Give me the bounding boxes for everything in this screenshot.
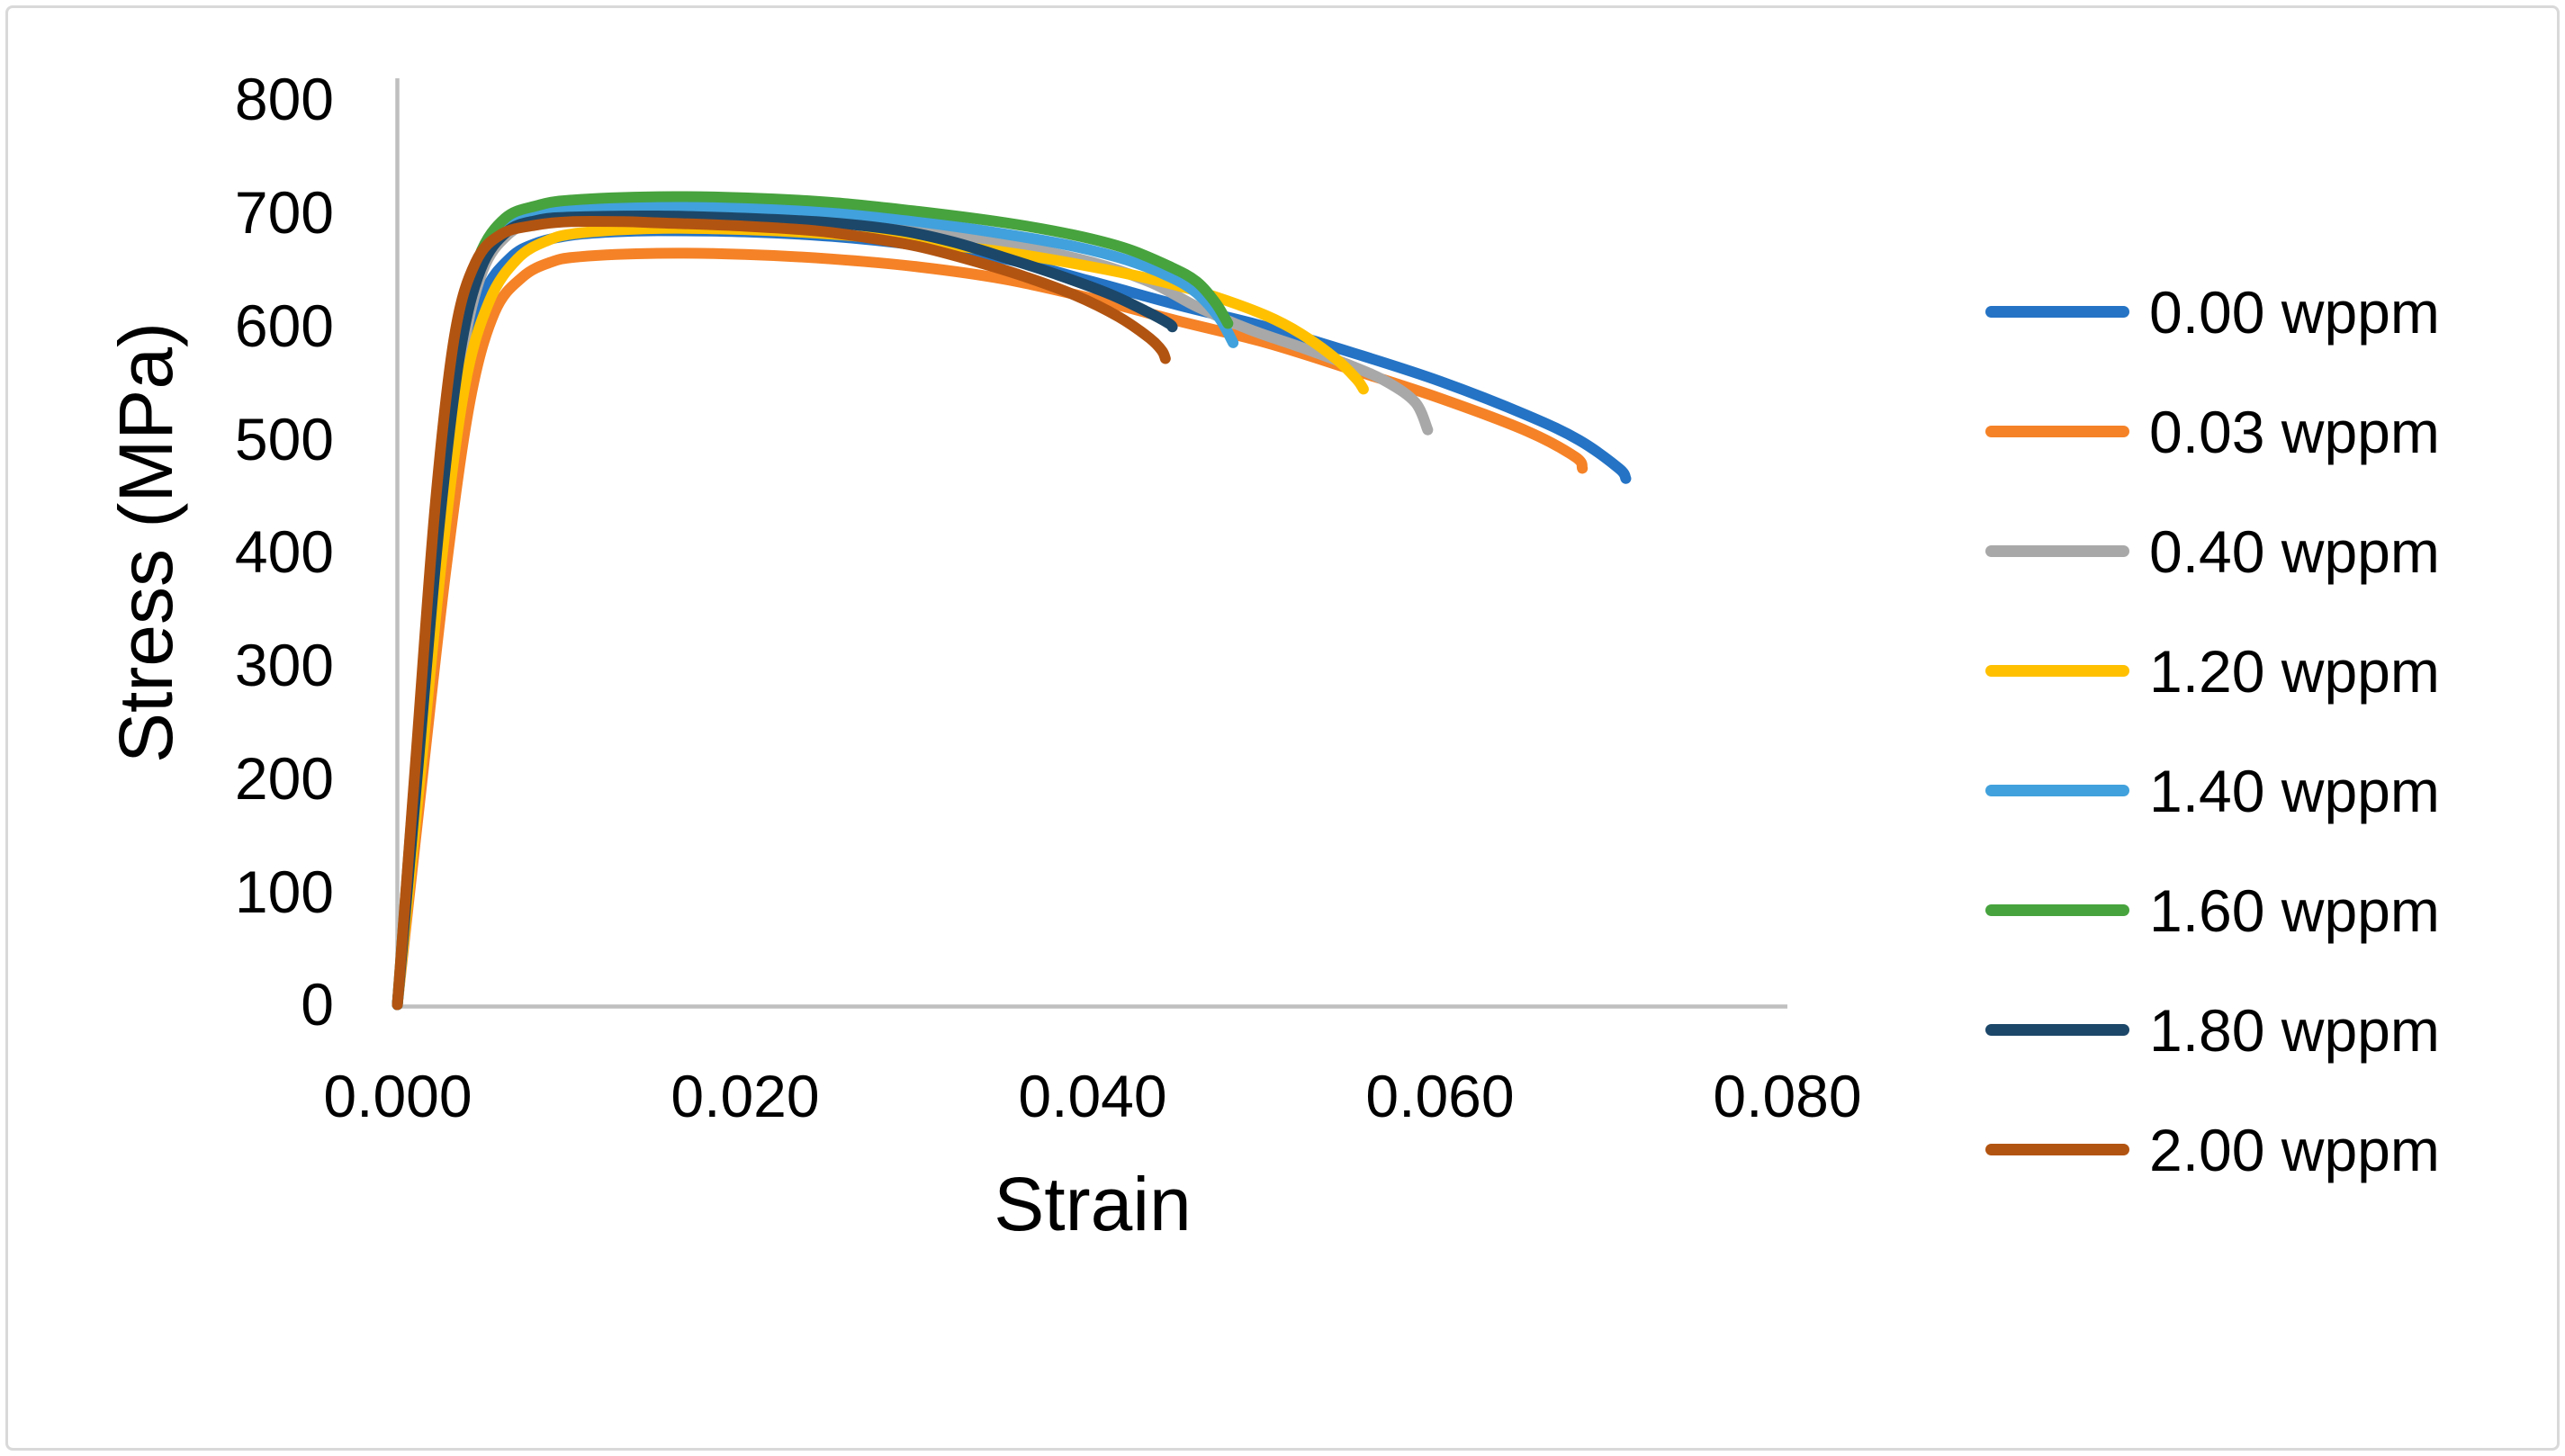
y-tick-600: 600 <box>234 292 334 359</box>
x-axis-title: Strain <box>994 1162 1192 1246</box>
legend-label: 1.80 wppm <box>2149 996 2440 1064</box>
legend-label: 1.20 wppm <box>2149 637 2440 705</box>
legend-item: 1.20 wppm <box>1985 611 2440 731</box>
legend-line-swatch <box>1985 904 2129 916</box>
x-tick-0.060: 0.060 <box>1365 1063 1515 1129</box>
axes <box>395 78 1787 1009</box>
curve-0.00-wppm <box>392 225 1632 1011</box>
legend-item: 1.80 wppm <box>1985 970 2440 1090</box>
legend-line-swatch <box>1985 1144 2129 1155</box>
y-tick-400: 400 <box>234 518 334 585</box>
x-tick-0.000: 0.000 <box>323 1063 472 1129</box>
y-tick-300: 300 <box>234 632 334 698</box>
x-tick-0.040: 0.040 <box>1018 1063 1167 1129</box>
legend-item: 0.00 wppm <box>1985 252 2440 372</box>
y-tick-200: 200 <box>234 745 334 812</box>
legend-label: 0.03 wppm <box>2149 398 2440 465</box>
legend-item: 0.03 wppm <box>1985 372 2440 491</box>
x-tick-0.020: 0.020 <box>670 1063 820 1129</box>
legend-line-swatch <box>1985 1024 2129 1036</box>
legend-item: 0.40 wppm <box>1985 491 2440 611</box>
legend-line-swatch <box>1985 665 2129 677</box>
legend-line-swatch <box>1985 426 2129 437</box>
legend-label: 0.40 wppm <box>2149 517 2440 585</box>
legend: 0.00 wppm 0.03 wppm 0.40 wppm 1.20 wppm … <box>1985 252 2440 1209</box>
legend-item: 2.00 wppm <box>1985 1090 2440 1209</box>
legend-item: 1.40 wppm <box>1985 731 2440 850</box>
curve-2.00-wppm <box>392 215 1171 1011</box>
y-axis-title: Stress (MPa) <box>104 321 188 764</box>
legend-label: 1.40 wppm <box>2149 757 2440 824</box>
y-tick-800: 800 <box>234 66 334 132</box>
legend-label: 2.00 wppm <box>2149 1116 2440 1183</box>
y-tick-700: 700 <box>234 179 334 246</box>
legend-line-swatch <box>1985 306 2129 318</box>
curve-1.40-wppm <box>392 201 1239 1011</box>
curve-1.20-wppm <box>392 222 1369 1011</box>
legend-item: 1.60 wppm <box>1985 850 2440 970</box>
x-tick-0.080: 0.080 <box>1713 1063 1862 1129</box>
stress-strain-curves <box>392 191 1632 1011</box>
curve-1.80-wppm <box>392 210 1178 1011</box>
curve-1.60-wppm <box>392 191 1234 1011</box>
y-tick-0: 0 <box>301 971 334 1038</box>
legend-line-swatch <box>1985 785 2129 796</box>
legend-line-swatch <box>1985 545 2129 557</box>
legend-label: 1.60 wppm <box>2149 876 2440 944</box>
y-tick-100: 100 <box>234 858 334 925</box>
y-tick-500: 500 <box>234 406 334 472</box>
legend-label: 0.00 wppm <box>2149 278 2440 346</box>
